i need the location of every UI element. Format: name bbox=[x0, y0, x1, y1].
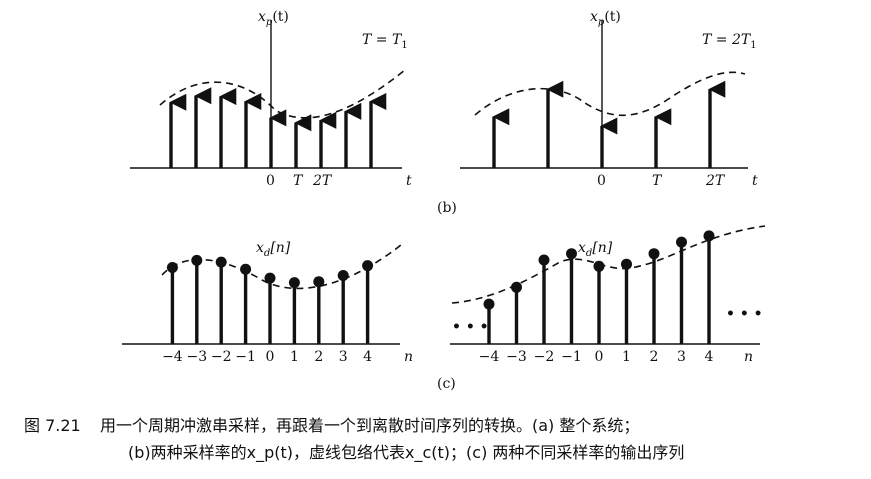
sample-dot bbox=[264, 272, 276, 284]
envelope-curve bbox=[451, 225, 766, 304]
tick-label: −1 bbox=[235, 349, 256, 365]
tick-label: −1 bbox=[561, 349, 582, 365]
sample-dot bbox=[703, 230, 715, 242]
impulse-train bbox=[492, 80, 726, 168]
panel-label-b: (b) bbox=[437, 200, 457, 216]
sample-stems bbox=[166, 254, 374, 344]
tick-label: −4 bbox=[479, 349, 500, 365]
sample-dot bbox=[538, 254, 550, 266]
tick-label: −4 bbox=[162, 349, 183, 365]
tick-label: −2 bbox=[534, 349, 555, 365]
figure-canvas: xp(t) T = T1 0 T 2T t xp(t) T = 2T1 0 T … bbox=[122, 9, 766, 392]
tick-label: −2 bbox=[211, 349, 232, 365]
tick-label: 4 bbox=[363, 349, 372, 365]
ellipsis-right: • • • bbox=[726, 306, 763, 322]
tick-label: 4 bbox=[705, 349, 714, 365]
sample-dot bbox=[621, 258, 632, 270]
tick-label: 0 bbox=[266, 349, 275, 365]
sample-dot bbox=[648, 248, 660, 260]
tick-label-0: 0 bbox=[597, 173, 606, 189]
plot-b-left: xp(t) T = T1 0 T 2T t bbox=[130, 9, 412, 189]
sample-dot bbox=[337, 269, 349, 281]
sample-dot bbox=[676, 236, 687, 248]
panel-label-c: (c) bbox=[437, 376, 456, 392]
tick-label-2T: 2T bbox=[705, 173, 726, 189]
sampling-rate-label: T = T1 bbox=[362, 32, 408, 51]
sample-dot bbox=[362, 260, 374, 272]
sample-dot bbox=[166, 261, 178, 273]
axis-label-t: t bbox=[752, 173, 758, 189]
signal-title: xp(t) bbox=[590, 9, 621, 28]
sequence-title: xd[n] bbox=[578, 240, 613, 259]
sample-dot bbox=[511, 281, 522, 293]
ellipsis-left: • • • bbox=[452, 319, 489, 335]
sample-dot bbox=[593, 260, 605, 272]
envelope-curve bbox=[159, 69, 406, 119]
tick-label-2T: 2T bbox=[312, 173, 333, 189]
tick-label-T: T bbox=[293, 173, 304, 189]
axis-label-n: n bbox=[744, 349, 753, 365]
caption-line-1: 用一个周期冲激串采样，再跟着一个到离散时间序列的转换。(a) 整个系统； bbox=[100, 416, 640, 435]
tick-label: 3 bbox=[339, 349, 348, 365]
sampling-rate-label: T = 2T1 bbox=[702, 32, 757, 51]
figure-number: 图 7.21 bbox=[24, 416, 81, 435]
sample-dot bbox=[483, 298, 495, 310]
tick-label-T: T bbox=[652, 173, 663, 189]
envelope-curve bbox=[161, 243, 403, 290]
sample-dot bbox=[566, 248, 577, 260]
tick-label: −3 bbox=[506, 349, 527, 365]
sample-dot bbox=[191, 254, 203, 266]
tick-label: 0 bbox=[595, 349, 604, 365]
sample-dot bbox=[215, 256, 227, 268]
tick-label: 2 bbox=[314, 349, 323, 365]
sample-dot bbox=[288, 277, 300, 289]
tick-label: 2 bbox=[650, 349, 659, 365]
axis-label-n: n bbox=[404, 349, 413, 365]
tick-label: 1 bbox=[290, 349, 299, 365]
sample-dot bbox=[313, 276, 325, 288]
caption-line-2: (b)两种采样率的x_p(t)，虚线包络代表x_c(t)；(c) 两种不同采样率… bbox=[128, 443, 685, 462]
index-tick-labels: −4 −3 −2 −1 0 1 2 3 4 bbox=[162, 349, 372, 365]
sample-stems bbox=[483, 230, 715, 344]
index-tick-labels: −4 −3 −2 −1 0 1 2 3 4 bbox=[479, 349, 714, 365]
plot-b-right: xp(t) T = 2T1 0 T 2T t bbox=[460, 9, 758, 189]
envelope-curve bbox=[474, 71, 746, 117]
sample-dot bbox=[240, 263, 252, 275]
tick-label-0: 0 bbox=[266, 173, 275, 189]
impulse-train bbox=[169, 87, 387, 168]
signal-title: xp(t) bbox=[258, 9, 289, 28]
sequence-title: xd[n] bbox=[256, 240, 291, 259]
tick-label: −3 bbox=[186, 349, 207, 365]
plot-c-right: −4 −3 −2 −1 0 1 2 3 4 xd[n] n • • • • • • bbox=[450, 225, 766, 365]
tick-label: 1 bbox=[622, 349, 631, 365]
plot-c-left: −4 −3 −2 −1 0 1 2 3 4 xd[n] n bbox=[122, 240, 413, 365]
tick-label: 3 bbox=[677, 349, 686, 365]
axis-label-t: t bbox=[406, 173, 412, 189]
